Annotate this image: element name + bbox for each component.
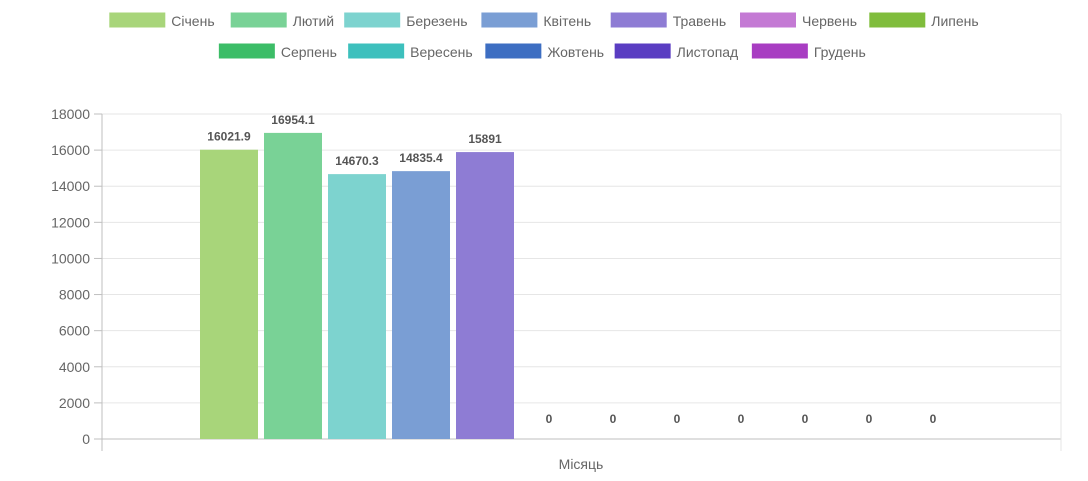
legend-item-травень[interactable]: Травень <box>610 12 726 30</box>
data-label-червень: 0 <box>546 412 553 426</box>
bar-березень[interactable] <box>328 174 386 440</box>
data-label-травень: 15891 <box>468 132 502 146</box>
data-label-вересень: 0 <box>738 412 745 426</box>
y-tick-label: 2000 <box>59 395 90 411</box>
legend-item-лютий[interactable]: Лютий <box>230 12 334 30</box>
chart-legend: Січень Лютий Березень Квітень Травень Червень… <box>109 12 979 61</box>
legend-swatch <box>740 12 796 28</box>
legend-label: Серпень <box>281 44 337 60</box>
legend-swatch <box>610 12 667 28</box>
legend-label: Січень <box>171 13 214 29</box>
y-tick-label: 6000 <box>59 323 90 339</box>
legend-label: Листопад <box>677 44 739 60</box>
y-tick-label: 4000 <box>59 359 90 375</box>
legend-item-липень[interactable]: Липень <box>869 12 979 30</box>
bar-квітень[interactable] <box>392 171 450 439</box>
legend-swatch <box>614 43 671 59</box>
legend-label: Липень <box>931 13 978 29</box>
legend-swatch <box>481 12 538 28</box>
legend-item-квітень[interactable]: Квітень <box>481 12 591 30</box>
legend-label: Березень <box>406 13 467 29</box>
y-tick-label: 18000 <box>51 106 90 122</box>
data-label-лютий: 16954.1 <box>271 113 315 127</box>
y-tick-label: 16000 <box>51 142 90 158</box>
x-axis-title: Місяць <box>559 456 604 472</box>
data-label-листопад: 0 <box>866 412 873 426</box>
legend-swatch <box>869 12 926 28</box>
y-tick-label: 10000 <box>51 250 90 266</box>
legend-label: Жовтень <box>547 44 604 60</box>
data-label-жовтень: 0 <box>802 412 809 426</box>
legend-swatch <box>485 43 542 59</box>
chart-data-labels: 16021.9 16954.1 14670.3 14835.4 15891 0 0 0 0 0 0 0 <box>207 113 936 426</box>
data-label-березень: 14670.3 <box>335 154 379 168</box>
legend-swatch <box>109 12 166 28</box>
bar-травень[interactable] <box>456 152 514 439</box>
data-label-січень: 16021.9 <box>207 130 251 144</box>
legend-swatch <box>218 43 275 59</box>
chart-gridlines <box>102 113 1061 440</box>
y-tick-label: 12000 <box>51 214 90 230</box>
y-tick-label: 0 <box>82 431 90 447</box>
legend-item-серпень[interactable]: Серпень <box>218 43 337 61</box>
legend-label: Грудень <box>814 44 866 60</box>
legend-item-березень[interactable]: Березень <box>344 12 468 30</box>
legend-label: Вересень <box>410 44 473 60</box>
legend-label: Квітень <box>543 13 591 29</box>
bar-січень[interactable] <box>200 149 258 439</box>
legend-item-вересень[interactable]: Вересень <box>348 43 473 61</box>
legend-swatch <box>344 12 401 28</box>
y-tick-label: 8000 <box>59 287 90 303</box>
legend-item-червень[interactable]: Червень <box>740 12 857 30</box>
chart-bars <box>200 132 514 440</box>
legend-item-жовтень[interactable]: Жовтень <box>485 43 604 61</box>
data-label-серпень: 0 <box>674 412 681 426</box>
legend-swatch <box>751 43 808 59</box>
data-label-липень: 0 <box>610 412 617 426</box>
chart-axes: 0 2000 4000 6000 8000 10000 12000 14000 16000 180… <box>51 106 1062 451</box>
legend-item-листопад[interactable]: Листопад <box>614 43 739 61</box>
legend-item-січень[interactable]: Січень <box>109 12 215 30</box>
y-tick-label: 14000 <box>51 178 90 194</box>
legend-item-грудень[interactable]: Грудень <box>751 43 866 61</box>
legend-label: Травень <box>673 13 726 29</box>
legend-label: Червень <box>802 13 857 29</box>
data-label-грудень: 0 <box>930 412 937 426</box>
legend-swatch <box>230 12 287 28</box>
data-label-квітень: 14835.4 <box>399 151 443 165</box>
bar-лютий[interactable] <box>264 132 322 439</box>
legend-swatch <box>348 43 405 59</box>
legend-label: Лютий <box>293 13 334 29</box>
